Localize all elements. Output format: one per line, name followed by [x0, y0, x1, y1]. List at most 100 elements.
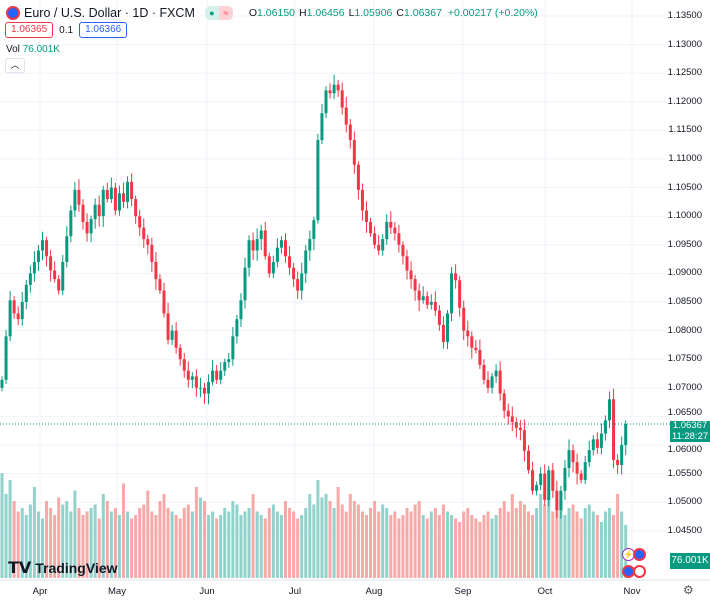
- volume-bar: [559, 501, 563, 578]
- volume-bar: [324, 494, 328, 578]
- candle-body: [219, 370, 223, 380]
- candle-body: [587, 450, 591, 463]
- volume-bar: [16, 511, 20, 578]
- candle-body: [243, 267, 247, 301]
- market-status[interactable]: ● ≈: [204, 6, 233, 20]
- price-axis-label: 1.06000: [667, 444, 702, 455]
- volume-bar: [494, 515, 498, 578]
- volume-bar: [381, 504, 385, 578]
- candle-body: [421, 296, 425, 301]
- volume-bar: [267, 508, 271, 578]
- candle-body: [340, 90, 344, 108]
- volume-bar: [178, 518, 182, 578]
- candle-body: [377, 244, 381, 251]
- candle-body: [251, 240, 255, 251]
- candle-body: [93, 204, 97, 220]
- tradingview-logo[interactable]: 𝗧𝗩 TradingView: [8, 558, 118, 578]
- volume-bar: [539, 494, 543, 578]
- candle-body: [146, 239, 150, 245]
- chart-legend: Euro / U.S. Dollar · 1D · FXCM ● ≈ O1.061…: [6, 6, 538, 20]
- candle-body: [583, 462, 587, 480]
- volume-bar: [591, 511, 595, 578]
- candle-body: [458, 280, 462, 308]
- volume-bar: [522, 504, 526, 578]
- volume-bar: [255, 511, 259, 578]
- brand-name: TradingView: [35, 560, 118, 576]
- eu-event-icon[interactable]: [633, 548, 646, 561]
- volume-bar: [365, 515, 368, 578]
- price-axis-label: 1.05500: [667, 467, 702, 479]
- volume-bar: [446, 511, 449, 578]
- candle-body: [320, 113, 324, 141]
- volume-bar: [12, 501, 16, 578]
- candle-body: [316, 140, 320, 221]
- us-event-icon[interactable]: [633, 565, 646, 578]
- volume-bar: [405, 508, 409, 578]
- volume-bar: [579, 518, 583, 578]
- candle-body: [215, 370, 219, 380]
- volume-bar: [616, 494, 620, 578]
- volume-bar: [101, 494, 105, 578]
- change-value: +0.00217 (+0.20%): [447, 7, 538, 19]
- volume-bar: [300, 515, 304, 578]
- volume-bar: [8, 480, 12, 578]
- volume-bar: [117, 515, 121, 578]
- buy-button[interactable]: 1.06366: [79, 22, 128, 38]
- candle-body: [620, 445, 624, 466]
- candle-body: [12, 300, 16, 314]
- volume-bar: [4, 494, 8, 578]
- sell-button[interactable]: 1.06365: [5, 22, 54, 38]
- candle-body: [494, 370, 498, 377]
- candle-body: [154, 261, 158, 280]
- volume-bar: [93, 504, 97, 578]
- volume-bar: [142, 504, 146, 578]
- candle-body: [296, 279, 300, 291]
- volume-bar: [53, 515, 57, 578]
- volume-bar: [567, 508, 571, 578]
- candle-body: [599, 433, 603, 448]
- candle-body: [130, 181, 134, 200]
- current-price-tag: 1.06367 11:28:27: [670, 420, 710, 442]
- candle-body: [551, 470, 555, 491]
- candle-body: [531, 470, 535, 491]
- candle-body: [446, 313, 449, 343]
- volume-bar: [385, 508, 389, 578]
- candle-body: [555, 490, 559, 511]
- candle-body: [498, 370, 502, 394]
- candle-body: [514, 422, 518, 428]
- candle-body: [227, 359, 231, 363]
- settings-gear-icon[interactable]: ⚙: [683, 583, 694, 597]
- volume-bar: [555, 508, 559, 578]
- candle-body: [69, 210, 73, 237]
- candle-body: [308, 239, 312, 251]
- candle-body: [356, 164, 360, 190]
- candle-body: [365, 210, 368, 222]
- volume-bar: [535, 508, 539, 578]
- volume-bar: [470, 515, 474, 578]
- volume-bar: [170, 511, 174, 578]
- volume-bar: [575, 511, 579, 578]
- candle-body: [284, 240, 287, 257]
- volume-bar: [462, 511, 466, 578]
- volume-bar: [122, 483, 125, 578]
- price-axis-label: 1.12500: [667, 67, 702, 79]
- candle-body: [433, 302, 437, 311]
- candle-body: [575, 462, 579, 474]
- volume-bar: [389, 515, 393, 578]
- collapse-legend-button[interactable]: ︿: [5, 58, 25, 73]
- candle-body: [454, 273, 458, 281]
- candle-body: [324, 90, 328, 114]
- candle-body: [373, 233, 377, 245]
- price-axis-label: 1.09500: [667, 238, 702, 250]
- candle-body: [203, 387, 206, 394]
- candle-body: [417, 290, 421, 301]
- candle-body: [352, 140, 356, 165]
- symbol-title[interactable]: Euro / U.S. Dollar · 1D · FXCM: [24, 6, 195, 20]
- volume-bar: [105, 501, 109, 578]
- volume-bar: [320, 497, 324, 578]
- volume-bar: [198, 497, 202, 578]
- candle-body: [255, 239, 259, 251]
- volume-bar: [620, 511, 624, 578]
- candle-body: [288, 256, 292, 268]
